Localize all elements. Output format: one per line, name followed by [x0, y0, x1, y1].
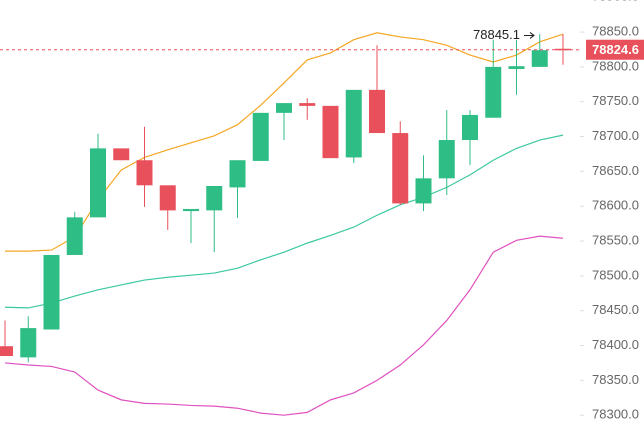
candle-body — [322, 105, 339, 159]
candle-body — [392, 133, 409, 204]
candle-body — [183, 208, 199, 212]
candle-body — [485, 66, 502, 118]
y-tick-label: 78800.0 — [592, 58, 639, 73]
candle-body — [415, 178, 432, 204]
candle-body — [252, 112, 269, 161]
candle-body — [20, 328, 37, 358]
y-tick-label: 78550.0 — [592, 232, 639, 247]
y-tick-label: 78650.0 — [592, 163, 639, 178]
candle-body — [229, 160, 246, 188]
y-tick-label: 78350.0 — [592, 372, 639, 387]
candle-body — [555, 48, 571, 51]
candle-body — [66, 217, 83, 255]
candle-body — [43, 254, 60, 330]
candle-body — [136, 160, 153, 186]
candle-body — [113, 148, 130, 161]
band-line — [5, 32, 564, 252]
band-line — [4, 134, 564, 309]
candle-body — [90, 148, 106, 218]
y-tick-label: 78900.0 — [592, 0, 639, 4]
y-tick-label: 78600.0 — [592, 198, 639, 213]
candle-body — [159, 185, 176, 211]
price-label: 78824.6 — [592, 42, 639, 57]
max-arrow — [524, 32, 535, 39]
price-label-box — [586, 39, 644, 60]
max-label: 78845.1 — [473, 27, 520, 42]
candle-body — [462, 114, 478, 141]
band-line — [4, 235, 564, 416]
y-tick-label: 78850.0 — [592, 23, 639, 38]
y-tick-label: 78750.0 — [592, 93, 639, 108]
candle-body — [276, 103, 292, 113]
candle-body — [508, 66, 525, 69]
y-tick-label: 78300.0 — [592, 407, 639, 422]
y-tick-label: 78400.0 — [592, 337, 639, 352]
candle-body — [369, 89, 385, 134]
candle-body — [345, 89, 362, 158]
candle-body — [0, 346, 13, 356]
candle-body — [299, 103, 316, 106]
candle-body — [531, 50, 548, 67]
candle-body — [438, 140, 455, 179]
y-tick-label: 78700.0 — [592, 128, 639, 143]
candle-body — [206, 186, 223, 211]
y-tick-label: 78450.0 — [592, 302, 639, 317]
y-tick-label: 78500.0 — [592, 267, 639, 282]
